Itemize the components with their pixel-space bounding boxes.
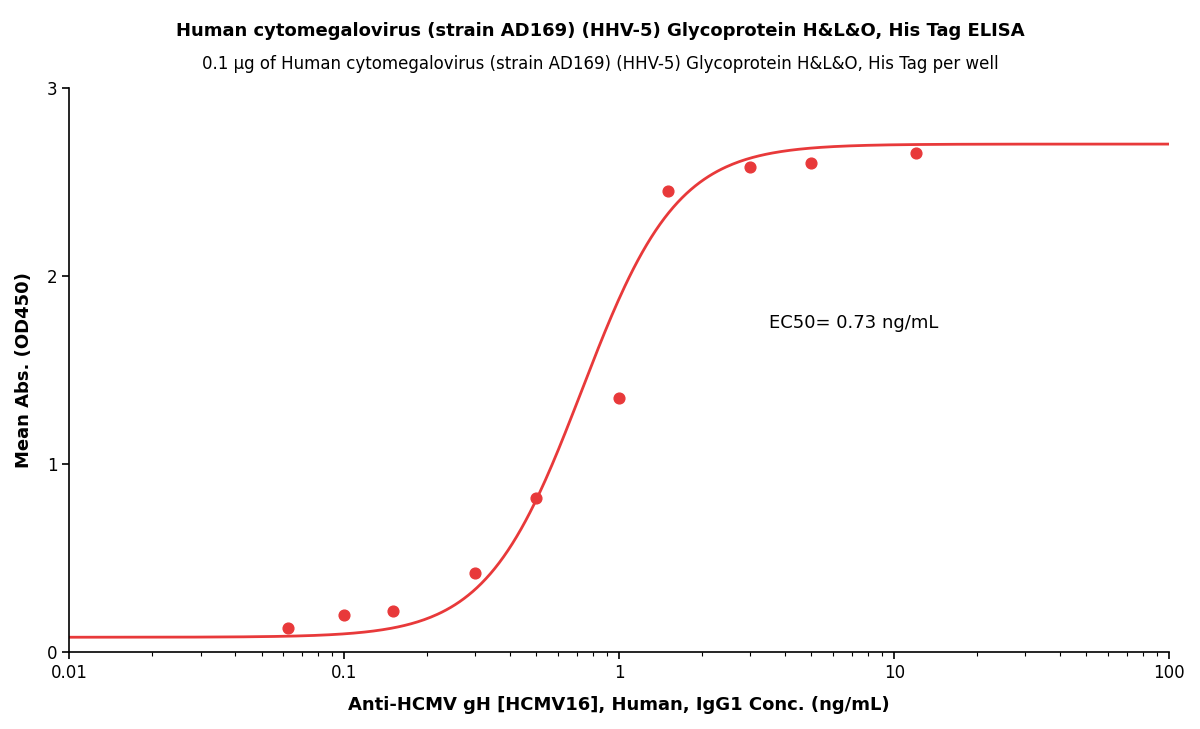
Point xyxy=(906,148,925,160)
Y-axis label: Mean Abs. (OD450): Mean Abs. (OD450) xyxy=(14,272,32,468)
Point xyxy=(740,161,760,173)
Point xyxy=(466,567,485,579)
Text: EC50= 0.73 ng/mL: EC50= 0.73 ng/mL xyxy=(769,314,938,332)
Point xyxy=(383,605,402,617)
Point xyxy=(802,157,821,168)
Point xyxy=(278,622,298,634)
Point xyxy=(527,492,546,504)
Text: Human cytomegalovirus (strain AD169) (HHV-5) Glycoprotein H&L&O, His Tag ELISA: Human cytomegalovirus (strain AD169) (HH… xyxy=(175,22,1025,40)
Point xyxy=(335,609,354,620)
X-axis label: Anti-HCMV gH [HCMV16], Human, IgG1 Conc. (ng/mL): Anti-HCMV gH [HCMV16], Human, IgG1 Conc.… xyxy=(348,696,890,714)
Text: 0.1 μg of Human cytomegalovirus (strain AD169) (HHV-5) Glycoprotein H&L&O, His T: 0.1 μg of Human cytomegalovirus (strain … xyxy=(202,55,998,73)
Point xyxy=(658,185,677,197)
Point xyxy=(610,392,629,404)
